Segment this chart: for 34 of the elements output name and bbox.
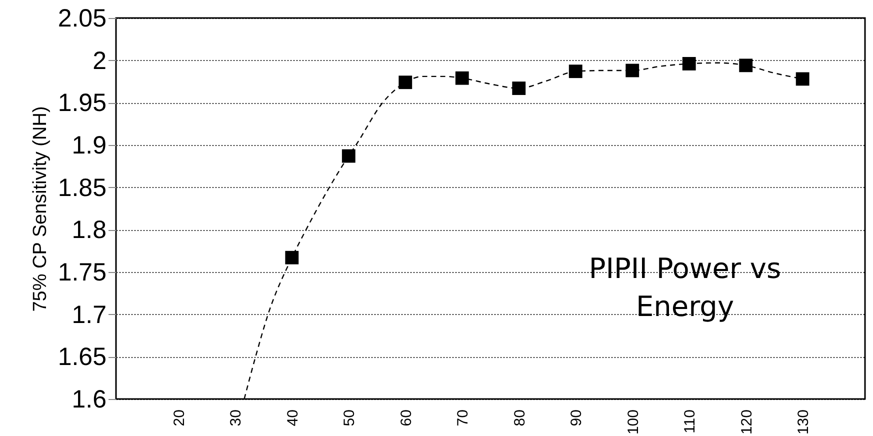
x-tick-label: 50 [341,410,358,426]
y-tick-label: 1.9 [72,132,106,160]
point [796,72,810,86]
point [739,58,753,72]
x-tick-label: 20 [170,410,188,426]
y-tick-label: 2.05 [58,4,106,32]
y-axis-title: 75% CP Sensitivity (NH) [30,106,51,312]
x-tick-label: 80 [511,410,528,426]
point [398,76,412,90]
y-tick-label: 1.8 [72,216,106,244]
point [512,82,526,95]
point [455,71,469,85]
y-tick-label: 1.6 [72,386,106,414]
point [568,64,582,78]
x-tick-label: 30 [228,410,245,426]
y-tick-label: 2 [92,46,106,75]
x-tick-label: 130 [795,410,812,435]
x-tick-label: 70 [454,410,472,426]
x-tick-label: 100 [624,410,642,435]
x-tick-label: 60 [398,410,415,426]
y-tick-label: 1.65 [58,343,106,372]
annotation: PIPII Power vs Energy [588,251,782,325]
point [682,57,696,70]
y-tick-label: 1.85 [58,174,106,202]
x-tick-label: 90 [568,410,586,426]
y-tick-label: 1.95 [58,89,106,118]
point [285,250,299,264]
y-tick-label: 1.7 [72,300,106,329]
x-tick-label: 120 [738,410,756,435]
x-tick-label: 40 [284,410,302,426]
x-tick-label: 110 [682,410,699,434]
y-tick-label: 1.75 [58,258,106,286]
point [626,64,640,78]
point [342,149,356,163]
